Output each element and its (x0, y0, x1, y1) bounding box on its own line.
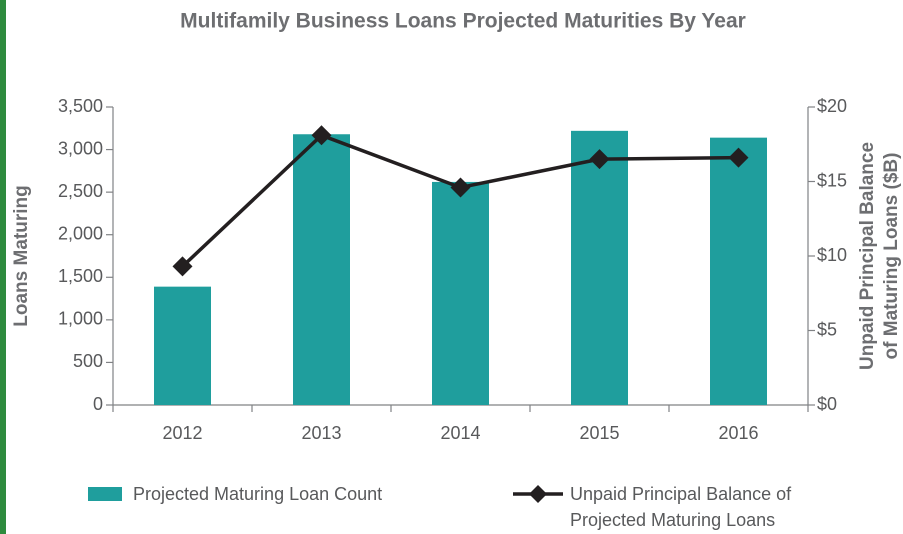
y-tick-label: 500 (73, 351, 103, 371)
x-tick-label: 2014 (440, 423, 480, 443)
bar (571, 130, 628, 405)
y2-axis-label: of Maturing Loans ($B) (881, 153, 902, 360)
y-axis-label: Loans Maturing (11, 185, 32, 326)
legend-label-box: Projected Maturing Loan Count (133, 484, 383, 504)
y-tick-label: 2,000 (58, 223, 103, 243)
line-marker (450, 177, 471, 198)
y2-tick-label: $10 (817, 245, 847, 265)
side-stripe (0, 0, 6, 534)
bar (154, 286, 211, 405)
bar (710, 137, 767, 405)
y2-tick-label: $5 (817, 319, 837, 339)
legend-label-box: Unpaid Principal Balance of Projected Ma… (570, 484, 792, 530)
y-tick-label: 2,500 (58, 181, 103, 201)
y2-tick-label: $15 (817, 170, 847, 190)
chart-title: Multifamily Business Loans Projected Mat… (180, 10, 746, 33)
x-tick-label: 2015 (579, 423, 619, 443)
x-tick-label: 2016 (718, 423, 758, 443)
y2-tick-label: $0 (817, 394, 837, 414)
y-tick-label: 3,500 (58, 96, 103, 116)
y2-axis-label: Unpaid Principal Balance (857, 142, 878, 370)
line-marker (311, 125, 332, 146)
line-marker (589, 149, 610, 170)
line-marker (728, 147, 749, 168)
y-tick-label: 0 (93, 394, 103, 414)
y2-tick-label: $20 (817, 96, 847, 116)
legend-label: Unpaid Principal Balance of Projected Ma… (570, 484, 792, 530)
y-tick-label: 3,000 (58, 138, 103, 158)
x-tick-label: 2012 (162, 423, 202, 443)
bar (293, 134, 350, 405)
y-tick-label: 1,500 (58, 266, 103, 286)
line-marker (172, 256, 193, 277)
bar (432, 181, 489, 405)
x-tick-label: 2013 (301, 423, 341, 443)
y-tick-label: 1,000 (58, 309, 103, 329)
legend-swatch (88, 487, 122, 501)
legend-marker (529, 485, 547, 503)
legend-label: Projected Maturing Loan Count (133, 484, 383, 504)
